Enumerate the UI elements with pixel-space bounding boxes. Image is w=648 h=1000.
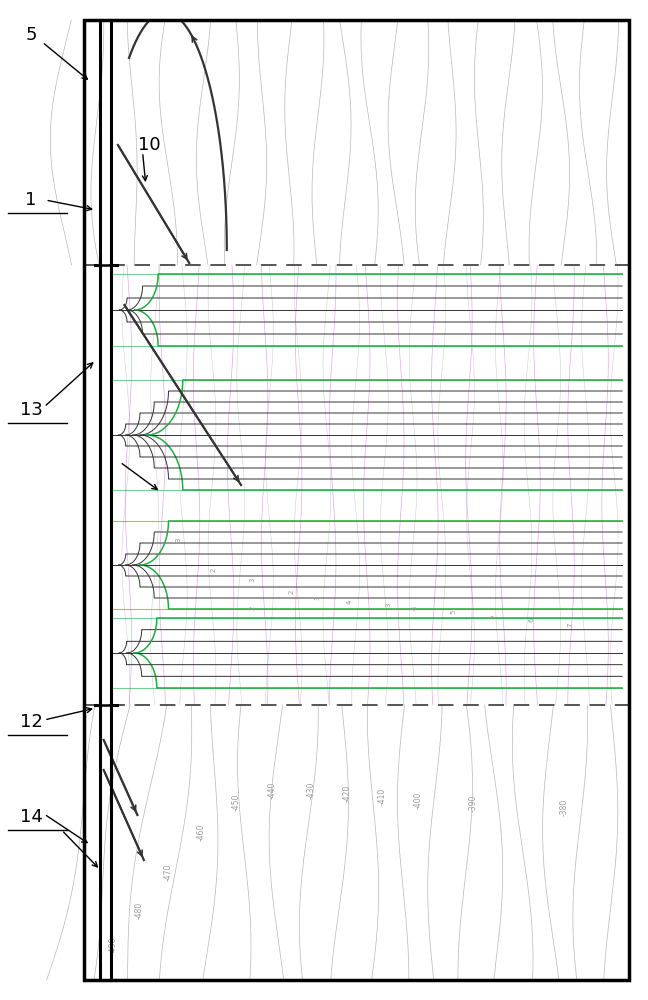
Text: 5: 5: [450, 610, 457, 614]
Text: -480: -480: [135, 901, 144, 919]
Text: 2: 2: [249, 606, 256, 610]
Text: 2: 2: [211, 568, 217, 572]
Text: -430: -430: [307, 781, 316, 799]
Text: 10: 10: [138, 136, 160, 154]
Text: -450: -450: [232, 793, 241, 811]
Bar: [84, 20, 629, 980]
Text: 13: 13: [19, 401, 43, 419]
Text: -440: -440: [268, 781, 277, 799]
Text: 14: 14: [19, 808, 43, 826]
Text: 3: 3: [249, 578, 256, 582]
Text: -470: -470: [164, 863, 173, 881]
Text: 3: 3: [314, 596, 321, 600]
Text: 5: 5: [25, 26, 37, 44]
Text: -490: -490: [109, 936, 118, 954]
Text: 4: 4: [347, 600, 353, 604]
Text: 1: 1: [25, 191, 37, 209]
Text: -380: -380: [559, 798, 568, 816]
Text: 3: 3: [386, 603, 392, 607]
Text: -420: -420: [342, 784, 351, 802]
Text: 7: 7: [567, 623, 573, 627]
Text: 12: 12: [19, 713, 43, 731]
Text: 5: 5: [489, 615, 496, 619]
Text: 2: 2: [288, 590, 295, 594]
Text: -390: -390: [469, 794, 478, 812]
Text: 3: 3: [175, 538, 181, 542]
Text: 4: 4: [411, 606, 418, 610]
Text: -400: -400: [413, 791, 422, 809]
Text: -410: -410: [378, 787, 387, 805]
Text: -460: -460: [196, 823, 205, 841]
Text: 6: 6: [528, 618, 535, 622]
